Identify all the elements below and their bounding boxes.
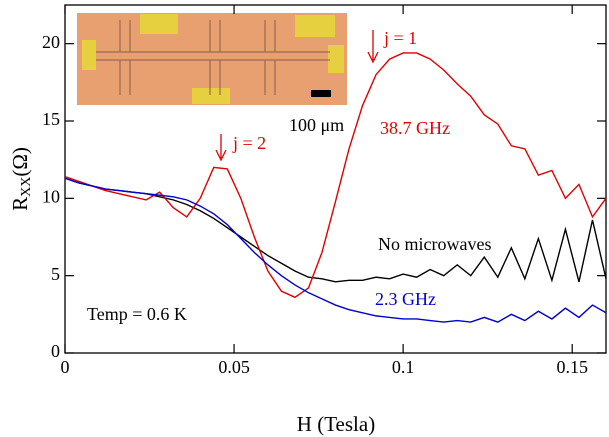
y-tick-label: 10 <box>42 186 60 206</box>
y-tick-label: 5 <box>51 264 60 284</box>
series-label: 38.7 GHz <box>380 118 450 138</box>
x-tick-label: 0 <box>61 357 70 377</box>
j2-label: j = 2 <box>232 133 266 153</box>
scale-bar <box>311 90 331 97</box>
y-tick-label: 15 <box>42 109 60 129</box>
j1-label: j = 1 <box>383 28 417 48</box>
pad <box>295 15 335 37</box>
pad <box>140 14 178 34</box>
y-axis-label: RXX(Ω) <box>8 147 34 211</box>
j1-arrow <box>367 30 379 64</box>
hall-bar-outline <box>96 20 330 95</box>
y-tick-label: 20 <box>42 32 60 52</box>
data-line <box>64 177 607 323</box>
y-tick-label: 0 <box>51 341 60 361</box>
series-label: 2.3 GHz <box>375 289 436 309</box>
data-line <box>64 177 607 283</box>
pad <box>192 88 230 104</box>
x-tick-label: 0.05 <box>218 357 250 377</box>
pad <box>82 40 96 70</box>
temperature-label: Temp = 0.6 K <box>87 304 187 324</box>
x-axis-label: H (Tesla) <box>297 412 375 436</box>
inset-photo <box>77 13 347 105</box>
y-label-main: R <box>8 197 32 211</box>
x-tick-label: 0.1 <box>392 357 415 377</box>
plot-frame <box>64 4 607 354</box>
y-label-sub: XX <box>19 177 34 197</box>
pad <box>328 45 344 73</box>
y-label-unit: (Ω) <box>8 147 32 177</box>
scale-label: 100 μm <box>289 115 344 135</box>
j2-arrow <box>215 134 227 162</box>
x-tick-label: 0.15 <box>556 357 588 377</box>
series-label: No microwaves <box>378 234 491 254</box>
